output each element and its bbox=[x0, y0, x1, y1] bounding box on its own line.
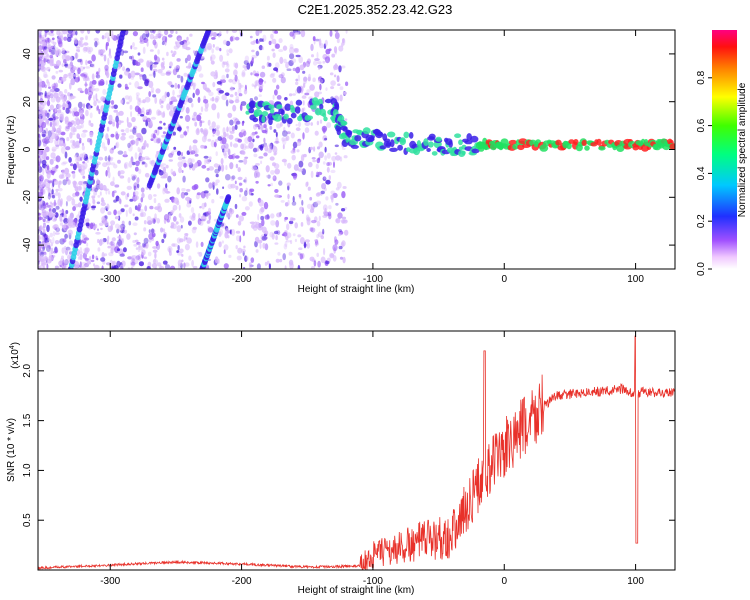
snr-panel: -300 -200 -100 0 100 0.5 1.0 1.5 2.0 Height of … bbox=[6, 330, 676, 596]
colorbar-gradient bbox=[712, 30, 737, 269]
colorbar-tick-label: 0.6 bbox=[696, 118, 707, 132]
signal-band bbox=[245, 97, 675, 158]
diagonal-streak-2 bbox=[146, 30, 212, 189]
snr-series-line bbox=[38, 335, 675, 570]
x-tick-label: -200 bbox=[232, 274, 252, 285]
y-tick-label: 1.0 bbox=[22, 463, 33, 477]
figure-title: C2E1.2025.352.23.42.G23 bbox=[298, 2, 453, 17]
spectrogram-x-ticks: -300 -200 -100 0 100 bbox=[100, 30, 644, 285]
spectrogram-y-ticks: -40 -20 0 20 40 bbox=[22, 48, 675, 252]
spectrogram-xlabel: Height of straight line (km) bbox=[298, 284, 415, 295]
snr-ylabel: SNR (10 * v/v) bbox=[6, 418, 17, 482]
colorbar-tick-label: 0.4 bbox=[696, 166, 707, 180]
snr-x-ticks: -300 -200 -100 0 100 bbox=[100, 331, 644, 587]
y-tick-label: 40 bbox=[22, 48, 33, 60]
colorbar-label: Normalized spectral amplitude bbox=[737, 82, 748, 217]
spectrogram-ylabel: Frequency (Hz) bbox=[6, 116, 17, 185]
colorbar-tick-label: 0.8 bbox=[696, 70, 707, 84]
x-tick-label: 0 bbox=[501, 576, 507, 587]
y-tick-label: 20 bbox=[22, 96, 33, 108]
y-tick-label: 2.0 bbox=[22, 363, 33, 377]
diagonal-streak-1 bbox=[68, 30, 127, 269]
x-tick-label: -100 bbox=[363, 274, 383, 285]
colorbar-tick-label: 0.0 bbox=[696, 262, 707, 276]
snr-y-ticks: 0.5 1.0 1.5 2.0 bbox=[22, 363, 675, 527]
snr-multiplier: (x104) bbox=[9, 342, 21, 369]
colorbar-tick-label: 0.2 bbox=[696, 214, 707, 228]
y-tick-label: 0 bbox=[22, 146, 33, 152]
diagonal-streak-3 bbox=[199, 194, 232, 269]
colorbar: 0.0 0.2 0.4 0.6 0.8 Normalized spectral ampl… bbox=[696, 30, 748, 276]
x-tick-label: 100 bbox=[627, 576, 644, 587]
snr-area bbox=[38, 331, 675, 570]
x-tick-label: -100 bbox=[363, 576, 383, 587]
spectrogram-marks bbox=[38, 30, 675, 269]
colorbar-ticks: 0.0 0.2 0.4 0.6 0.8 bbox=[696, 70, 712, 276]
y-tick-label: 1.5 bbox=[22, 413, 33, 427]
y-tick-label: -40 bbox=[22, 237, 33, 252]
y-tick-label: 0.5 bbox=[22, 513, 33, 527]
x-tick-label: 0 bbox=[501, 274, 507, 285]
snr-frame bbox=[37, 330, 676, 571]
x-tick-label: -300 bbox=[100, 576, 120, 587]
snr-xlabel: Height of straight line (km) bbox=[298, 585, 415, 596]
x-tick-label: 100 bbox=[627, 274, 644, 285]
y-tick-label: -20 bbox=[22, 190, 33, 205]
x-tick-label: -300 bbox=[100, 274, 120, 285]
x-tick-label: -200 bbox=[232, 576, 252, 587]
